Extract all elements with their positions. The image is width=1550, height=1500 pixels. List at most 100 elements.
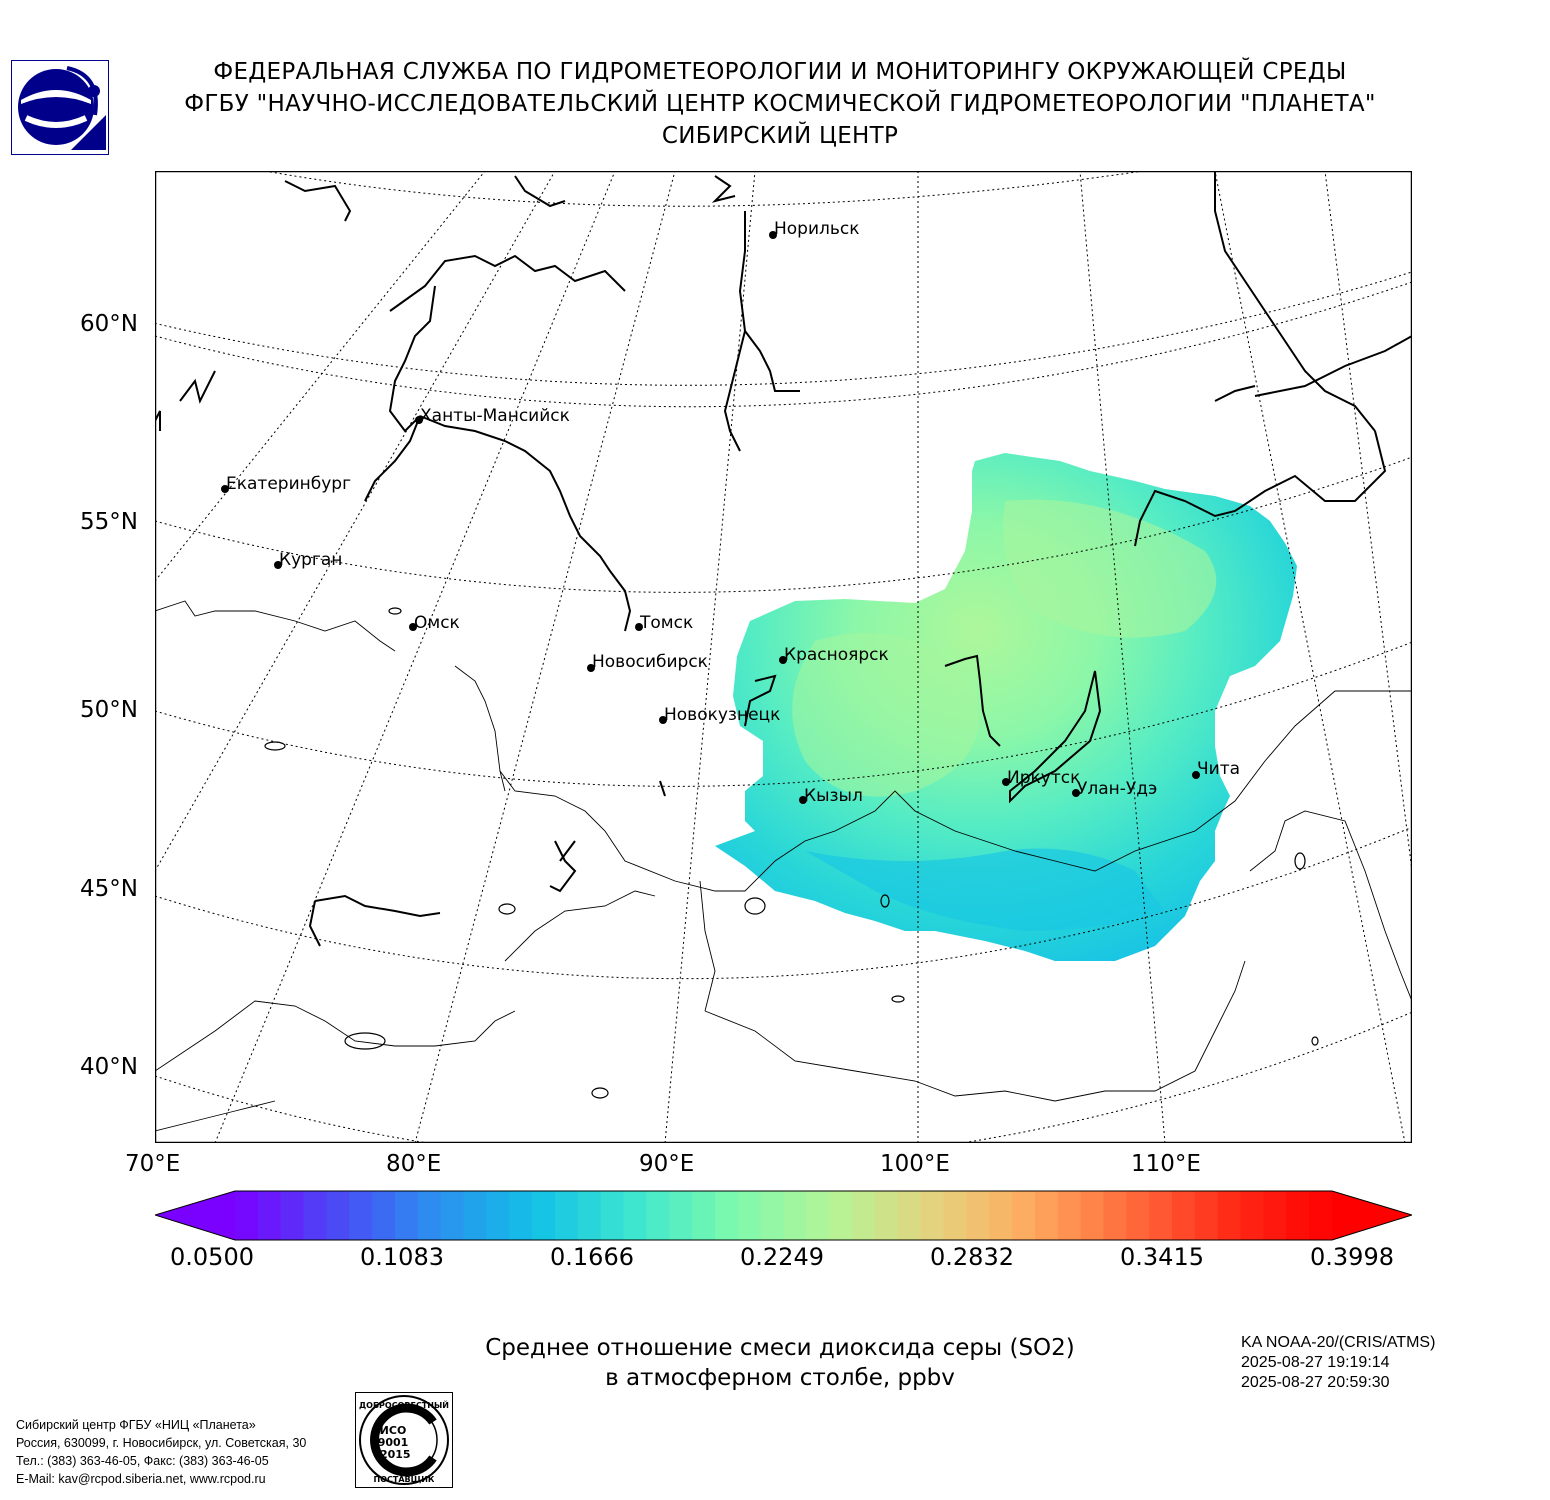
lon-label: 90°E <box>639 1151 695 1177</box>
colorbar-segment <box>235 1191 259 1240</box>
lat-label: 50°N <box>80 697 138 723</box>
colorbar-segment <box>463 1191 487 1240</box>
colorbar-segment <box>1149 1191 1173 1240</box>
satellite-end-time: 2025-08-27 20:59:30 <box>1241 1374 1390 1391</box>
city-label: Омск <box>414 613 460 633</box>
city-irkutsk: Иркутск <box>1002 768 1080 788</box>
city-omsk: Омск <box>409 613 460 633</box>
colorbar-segment <box>600 1191 625 1240</box>
header-line-2: ФГБУ "НАУЧНО-ИССЛЕДОВАТЕЛЬСКИЙ ЦЕНТР КОС… <box>184 91 1376 117</box>
contact-line: Сибирский центр ФГБУ «НИЦ «Планета» <box>16 1418 256 1432</box>
city-label: Улан-Удэ <box>1077 779 1157 799</box>
city-kurgan: Курган <box>274 550 342 570</box>
colorbar-segment <box>1172 1191 1196 1240</box>
lat-label: 60°N <box>80 311 138 337</box>
city-label: Чита <box>1197 759 1240 779</box>
city-novokuznetsk: Новокузнецк <box>659 705 780 725</box>
map-canvas: Норильск Ханты-Мансийск Екатеринбург Кур… <box>154 170 1413 1144</box>
city-yekaterinburg: Екатеринбург <box>221 474 351 494</box>
colorbar-segment <box>1217 1191 1242 1240</box>
city-tomsk: Томск <box>635 613 693 633</box>
header-line-3: СИБИРСКИЙ ЦЕНТР <box>661 123 899 149</box>
planeta-logo-icon <box>11 60 109 155</box>
colorbar-segment <box>1012 1191 1036 1240</box>
colorbar-segment <box>486 1191 510 1240</box>
colorbar-segment <box>303 1191 328 1240</box>
iso-badge-mid3: -2015 <box>375 1448 410 1461</box>
colorbar-segment <box>714 1191 739 1240</box>
colorbar-segment <box>280 1191 305 1240</box>
city-label: Курган <box>279 550 342 570</box>
colorbar-tick: 0.2832 <box>930 1243 1014 1271</box>
colorbar-segment <box>1034 1191 1059 1240</box>
colorbar-segment <box>737 1191 762 1240</box>
satellite-name: KA NOAA-20/(CRIS/ATMS) <box>1241 1334 1436 1351</box>
colorbar-segment <box>966 1191 990 1240</box>
product-title: Среднее отношение смеси диоксида серы (S… <box>330 1333 1230 1393</box>
city-label: Томск <box>639 613 693 633</box>
colorbar-tick: 0.3415 <box>1120 1243 1204 1271</box>
contact-line: E-Mail: kav@rcpod.siberia.net, www.rcpod… <box>16 1472 266 1486</box>
colorbar-segment <box>646 1191 670 1240</box>
colorbar-segment <box>532 1191 556 1240</box>
city-chita: Чита <box>1192 759 1240 779</box>
colorbar-segment <box>806 1191 830 1240</box>
colorbar-tick: 0.3998 <box>1310 1243 1394 1271</box>
colorbar-segment <box>1263 1191 1287 1240</box>
colorbar-segment <box>1103 1191 1127 1240</box>
colorbar-max-extend <box>1332 1191 1412 1240</box>
colorbar-min-extend <box>155 1191 235 1240</box>
colorbar-segment <box>326 1191 350 1240</box>
satellite-info: KA NOAA-20/(CRIS/ATMS) 2025-08-27 19:19:… <box>1241 1333 1435 1393</box>
product-title-line-1: Среднее отношение смеси диоксида серы (S… <box>485 1335 1075 1361</box>
iso-badge-mid1: ИСО <box>380 1424 407 1437</box>
colorbar-segment <box>760 1191 785 1240</box>
city-label: Екатеринбург <box>226 474 351 494</box>
colorbar-segment <box>1194 1191 1219 1240</box>
colorbar-segment <box>1240 1191 1265 1240</box>
city-label: Иркутск <box>1007 768 1080 788</box>
contact-line: Тел.: (383) 363-46-05, Факс: (383) 363-4… <box>16 1454 269 1468</box>
colorbar <box>153 1190 1414 1242</box>
colorbar-segment <box>1057 1191 1082 1240</box>
lat-label: 55°N <box>80 509 138 535</box>
colorbar-segment <box>989 1191 1013 1240</box>
colorbar-segment <box>920 1191 945 1240</box>
iso-badge-icon: ДОБРОСОВЕСТНЫЙ ИСО 9001 -2015 ПОСТАВЩИК <box>355 1392 453 1488</box>
colorbar-segment <box>1126 1191 1150 1240</box>
colorbar-segment <box>509 1191 533 1240</box>
colorbar-tick: 0.1666 <box>550 1243 634 1271</box>
colorbar-segment <box>874 1191 899 1240</box>
header-line-1: ФЕДЕРАЛЬНАЯ СЛУЖБА ПО ГИДРОМЕТЕОРОЛОГИИ … <box>213 59 1347 85</box>
city-kyzyl: Кызыл <box>799 786 863 806</box>
product-title-line-2: в атмосферном столбе, ppbv <box>605 1365 955 1391</box>
lat-label: 40°N <box>80 1054 138 1080</box>
lon-label: 80°E <box>386 1151 442 1177</box>
colorbar-segment <box>1309 1191 1333 1240</box>
iso-badge-top: ДОБРОСОВЕСТНЫЙ <box>359 1399 449 1410</box>
colorbar-segment <box>577 1191 602 1240</box>
lat-label: 45°N <box>80 876 138 902</box>
colorbar-segment <box>1286 1191 1310 1240</box>
colorbar-segment <box>372 1191 396 1240</box>
city-label: Новокузнецк <box>664 705 780 725</box>
city-label: Норильск <box>774 219 860 239</box>
city-label: Ханты-Мансийск <box>420 406 570 426</box>
contact-info: Сибирский центр ФГБУ «НИЦ «Планета» Росс… <box>16 1416 306 1488</box>
colorbar-tick: 0.0500 <box>170 1243 254 1271</box>
colorbar-svg <box>153 1190 1414 1241</box>
iso-badge-bottom: ПОСТАВЩИК <box>374 1475 435 1484</box>
iso-badge-mid2: 9001 <box>378 1436 409 1449</box>
colorbar-segment <box>692 1191 716 1240</box>
colorbar-segment <box>440 1191 465 1240</box>
colorbar-segment <box>257 1191 282 1240</box>
cities-layer: Норильск Ханты-Мансийск Екатеринбург Кур… <box>221 219 1240 806</box>
city-novosibirsk: Новосибирск <box>587 652 708 672</box>
colorbar-segment <box>1080 1191 1105 1240</box>
city-khanty-mansiysk: Ханты-Мансийск <box>415 406 570 426</box>
colorbar-segment <box>623 1191 647 1240</box>
colorbar-segment <box>943 1191 967 1240</box>
lon-label: 100°E <box>880 1151 950 1177</box>
city-label: Красноярск <box>784 645 889 665</box>
lon-label: 70°E <box>125 1151 181 1177</box>
